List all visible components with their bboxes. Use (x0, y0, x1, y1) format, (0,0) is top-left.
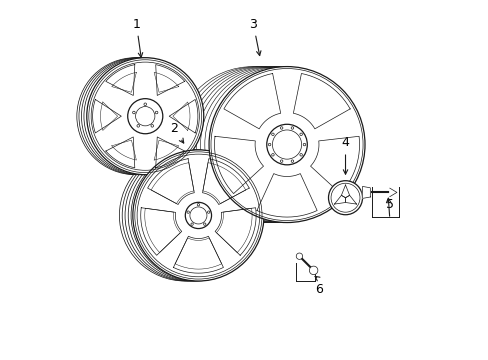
Circle shape (207, 211, 209, 213)
Circle shape (272, 130, 301, 159)
Polygon shape (341, 185, 349, 198)
Text: 5: 5 (385, 198, 393, 211)
Circle shape (137, 125, 139, 127)
Polygon shape (389, 188, 396, 197)
Polygon shape (362, 186, 369, 198)
Circle shape (309, 266, 317, 275)
Circle shape (296, 253, 302, 260)
Circle shape (86, 58, 203, 175)
Circle shape (299, 154, 302, 156)
Text: 3: 3 (249, 18, 261, 55)
Circle shape (185, 202, 211, 229)
Circle shape (190, 223, 193, 225)
Circle shape (271, 133, 274, 136)
Circle shape (155, 111, 158, 114)
Circle shape (268, 143, 270, 146)
Text: 4: 4 (341, 136, 349, 174)
Circle shape (133, 150, 264, 281)
Circle shape (203, 223, 205, 225)
Polygon shape (334, 195, 345, 204)
Circle shape (328, 181, 362, 215)
Circle shape (151, 125, 153, 127)
Polygon shape (345, 195, 356, 204)
Circle shape (280, 127, 283, 129)
Circle shape (299, 133, 302, 136)
Circle shape (266, 124, 306, 165)
Circle shape (280, 160, 283, 162)
Circle shape (209, 67, 364, 222)
Text: 6: 6 (314, 283, 322, 296)
Circle shape (271, 154, 274, 156)
Circle shape (290, 160, 293, 162)
Circle shape (290, 127, 293, 129)
Circle shape (127, 99, 163, 134)
Circle shape (303, 143, 305, 146)
Circle shape (132, 111, 135, 114)
Text: 1: 1 (132, 18, 142, 57)
Text: 2: 2 (169, 122, 183, 143)
Circle shape (143, 103, 146, 105)
Circle shape (186, 211, 189, 213)
Circle shape (197, 203, 199, 206)
